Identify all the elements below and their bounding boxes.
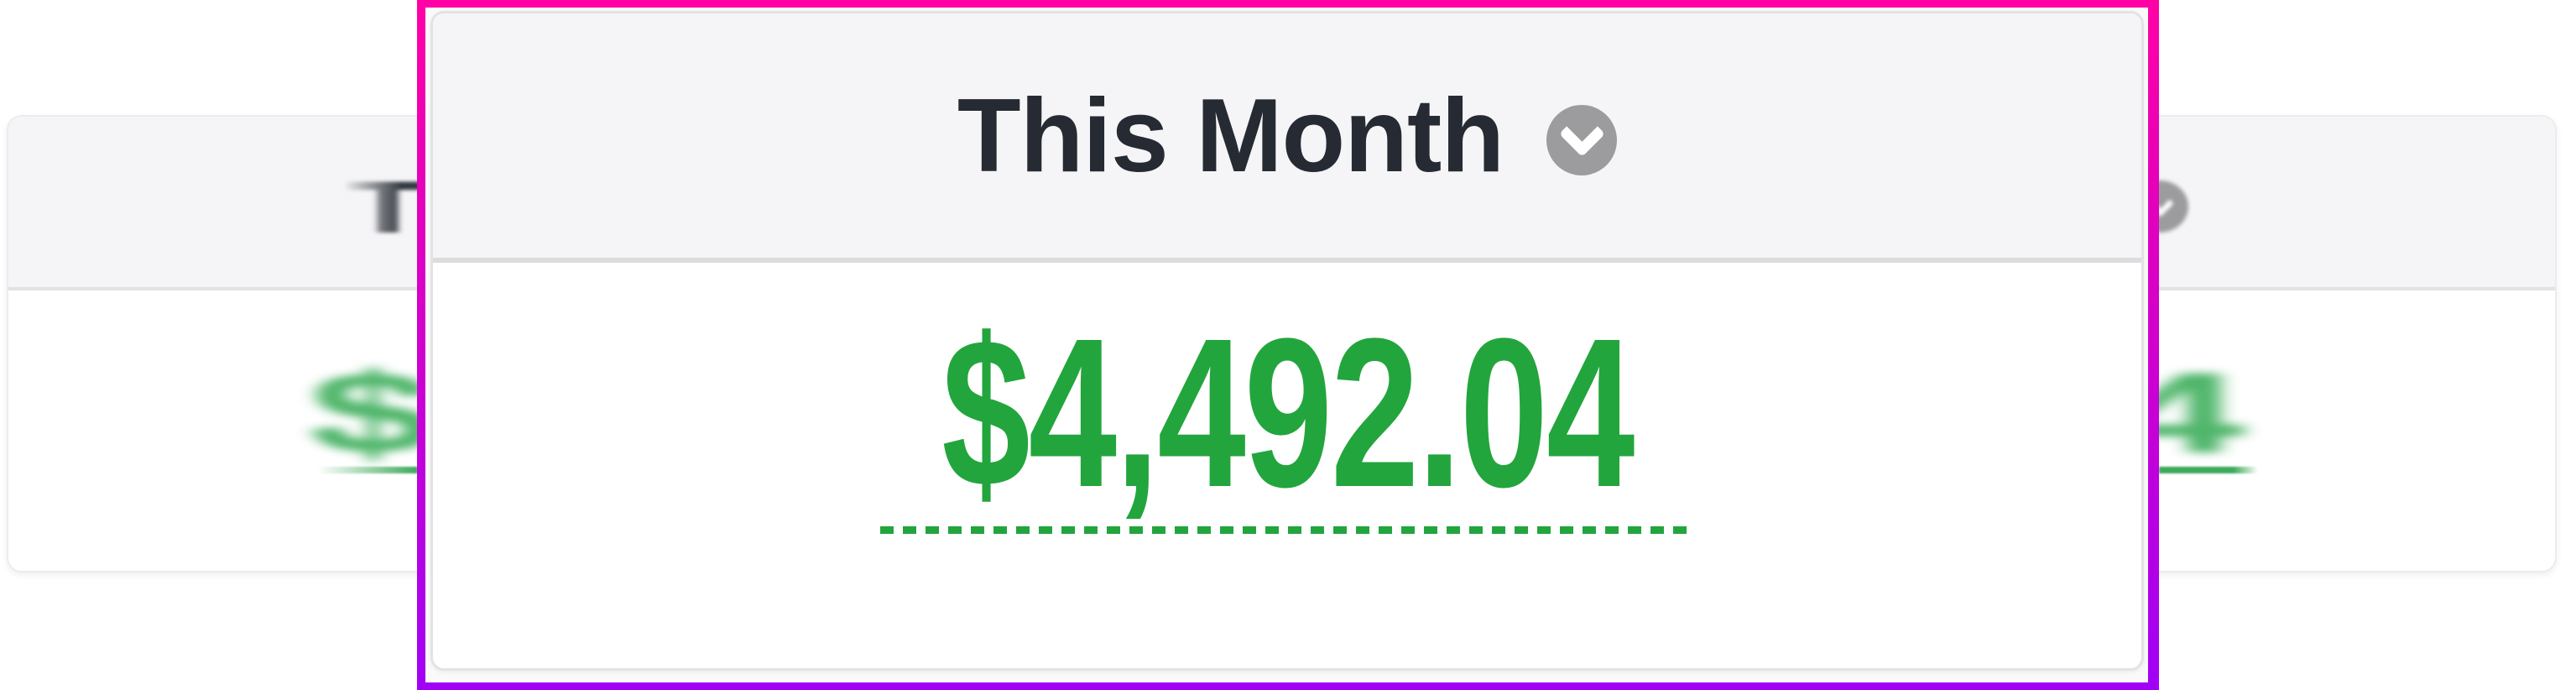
background-underline-left xyxy=(317,467,418,473)
chevron-down-icon[interactable] xyxy=(1546,104,1618,175)
magnifier-viewport: This Month $4,492.04 xyxy=(425,8,2148,682)
summary-card-body: $4,492.04 xyxy=(433,263,2141,668)
period-selector[interactable]: This Month xyxy=(433,13,2141,263)
magnifier-overlay: This Month $4,492.04 xyxy=(417,0,2159,690)
dashed-underline xyxy=(879,526,1695,534)
summary-card: This Month $4,492.04 xyxy=(430,11,2144,671)
background-underline-right xyxy=(2159,467,2258,473)
chevron-glyph xyxy=(1558,110,1605,158)
background-amount-fragment-left: $ xyxy=(309,349,437,478)
amount-block: $4,492.04 xyxy=(827,306,1749,534)
period-label: This Month xyxy=(957,77,1504,194)
amount-value[interactable]: $4,492.04 xyxy=(941,294,1635,531)
